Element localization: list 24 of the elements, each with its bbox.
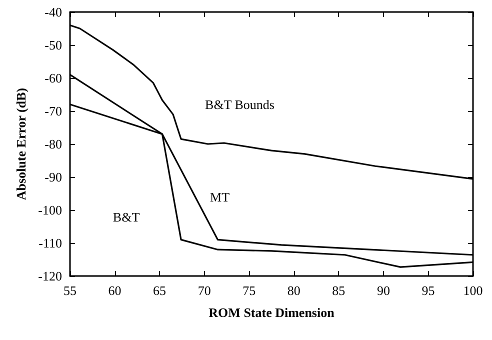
x-tick-label: 100 <box>463 283 483 298</box>
y-axis-title: Absolute Error (dB) <box>13 88 28 200</box>
x-tick-label: 60 <box>108 283 122 298</box>
text: B&T <box>112 209 140 224</box>
x-axis-title: ROM State Dimension <box>208 305 336 320</box>
y-tick-label: -40 <box>44 4 62 20</box>
series-label: MT <box>210 189 230 204</box>
x-tick-label: 90 <box>376 283 390 298</box>
y-tick-label: -50 <box>44 38 62 52</box>
text: B&T Bounds <box>205 97 274 112</box>
y-tick-label: -110 <box>38 236 62 250</box>
x-tick-label: 70 <box>198 283 211 298</box>
y-tick-label: -60 <box>44 70 62 86</box>
x-tick-label: 85 <box>332 283 346 298</box>
y-tick-label: -120 <box>38 268 62 284</box>
y-tick-label: -100 <box>38 202 62 218</box>
y-tick-label: -80 <box>44 136 62 152</box>
x-tick-label: 55 <box>64 283 76 298</box>
x-tick-label: 65 <box>153 283 166 298</box>
x-tick-label: 80 <box>287 283 300 298</box>
y-tick-label: -70 <box>44 104 62 118</box>
x-tick-label: 75 <box>242 283 256 298</box>
y-tick-label: -90 <box>44 170 62 184</box>
x-tick-label: 95 <box>422 283 435 298</box>
